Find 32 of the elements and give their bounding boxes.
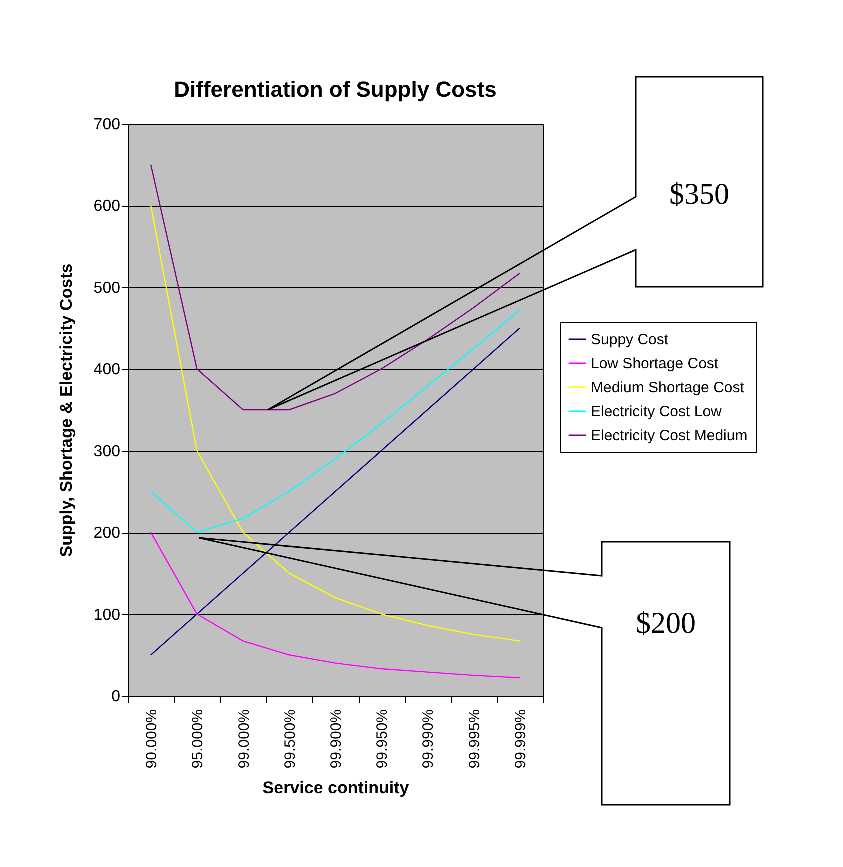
text: $350 — [670, 178, 730, 211]
line-series — [150, 328, 521, 656]
y-tick-label: 600 — [94, 198, 121, 216]
line-series — [150, 164, 521, 411]
legend-label: Medium Shortage Cost — [591, 380, 746, 396]
line-series — [150, 310, 521, 534]
y-tick-label: 500 — [94, 280, 121, 297]
legend-label: Suppy Cost — [591, 332, 670, 348]
x-tick-label: 99.990% — [420, 710, 438, 769]
legend-label: Low Shortage Cost — [591, 356, 720, 372]
x-tick-label: 99.999% — [512, 710, 530, 769]
legend-label: Electricity Cost Medium — [591, 428, 748, 444]
legend-label: Electricity Cost Low — [591, 404, 722, 420]
x-tick-label: 99.950% — [374, 710, 392, 769]
x-tick-label: 99.500% — [282, 710, 299, 769]
x-tick-label: 99.995% — [466, 710, 484, 769]
x-tick-label: 99.000% — [236, 710, 253, 769]
y-tick-label: 700 — [94, 116, 121, 134]
x-axis-title: Service continuity — [262, 778, 410, 798]
x-tick-label: 90.000% — [144, 710, 161, 769]
line-series — [150, 205, 521, 642]
y-tick-label: 100 — [94, 606, 121, 624]
y-tick-label: 300 — [94, 443, 121, 460]
y-tick-label: 0 — [112, 688, 121, 706]
chart-title: Differentiation of Supply Costs — [174, 77, 497, 102]
x-tick-label: 95.000% — [190, 710, 207, 769]
line-series — [150, 532, 521, 679]
y-tick-label: 200 — [94, 525, 121, 542]
x-tick-label: 99.900% — [328, 710, 345, 769]
y-tick-label: 400 — [94, 362, 121, 379]
y-axis-title: Supply, Shortage & Electricity Costs — [56, 264, 76, 558]
text: $200 — [636, 606, 696, 640]
